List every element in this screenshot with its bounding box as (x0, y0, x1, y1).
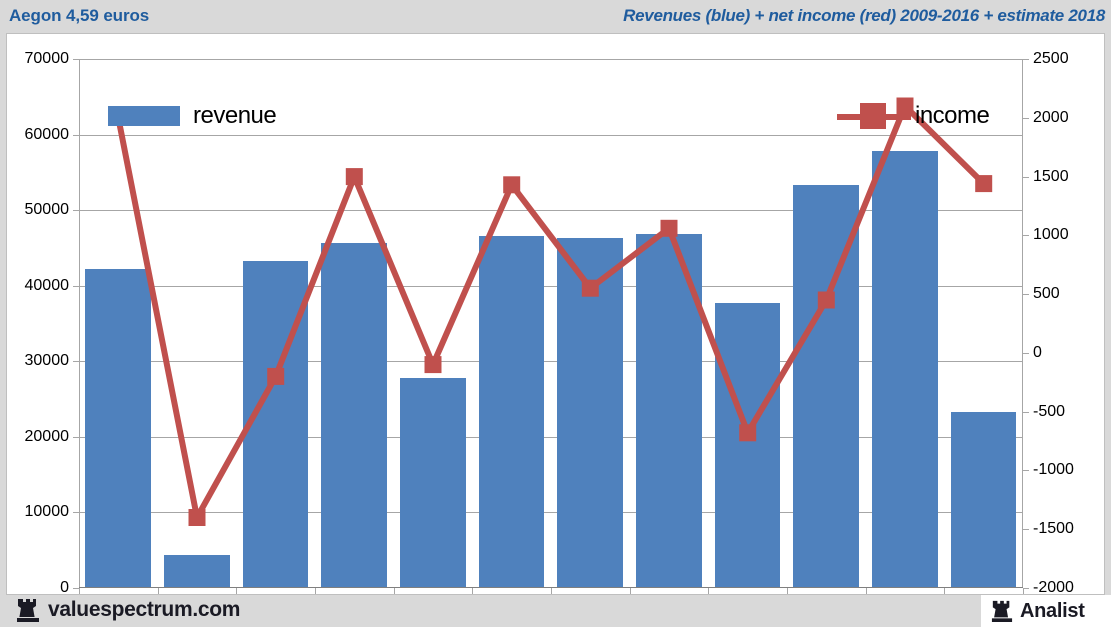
right-axis-tick (1023, 235, 1029, 237)
x-axis-tick (472, 588, 474, 594)
revenue-bar (242, 260, 309, 587)
right-axis-tick (1023, 352, 1029, 354)
x-axis-tick (236, 588, 238, 594)
legend-income-label: income (915, 102, 990, 129)
left-axis-tick-label: 30000 (24, 352, 70, 370)
plot-frame (79, 59, 1023, 588)
revenue-bar (950, 412, 1017, 587)
legend-revenue-swatch (108, 106, 180, 126)
chess-rook-icon (991, 600, 1013, 622)
left-axis-tick-label: 50000 (24, 201, 70, 219)
chart-subtitle: Revenues (blue) + net income (red) 2009-… (623, 6, 1105, 25)
right-axis-line (1022, 59, 1023, 588)
left-axis-tick (73, 588, 79, 589)
revenue-bar (400, 378, 466, 587)
left-axis-tick (73, 512, 79, 514)
revenue-bar (872, 150, 938, 587)
left-axis-tick-label: 70000 (24, 50, 70, 67)
site-branding[interactable]: valuespectrum.com (16, 597, 240, 623)
right-axis-tick-label: -2000 (1033, 579, 1074, 596)
x-axis-tick (79, 588, 80, 594)
x-axis-tick (708, 588, 710, 594)
left-axis-tick (73, 134, 79, 136)
legend-income-marker (837, 103, 911, 129)
gridline (79, 134, 1023, 136)
x-axis-tick (315, 588, 316, 594)
left-axis-line (79, 59, 80, 588)
left-axis-tick-label: 40000 (24, 276, 70, 294)
right-axis-tick-label: 0 (1033, 343, 1042, 361)
left-axis-tick-label: 20000 (24, 427, 70, 445)
left-axis-tick (73, 361, 79, 363)
right-axis-tick-label: 2500 (1033, 50, 1069, 67)
x-axis-tick (551, 588, 552, 594)
brand-label: Analist (1020, 599, 1085, 622)
right-axis-tick (1023, 176, 1029, 178)
left-axis-tick (73, 436, 79, 438)
x-axis-tick (157, 588, 159, 594)
x-axis-tick (865, 588, 867, 594)
left-axis-tick-label: 10000 (24, 503, 70, 521)
revenue-bar (478, 235, 545, 587)
right-axis-tick (1023, 411, 1029, 413)
revenue-bar (557, 237, 624, 587)
revenue-bar (85, 268, 152, 587)
legend-income: income (837, 102, 990, 130)
revenue-bar (793, 184, 860, 587)
site-name: valuespectrum.com (48, 598, 241, 621)
x-axis-tick (1023, 588, 1024, 594)
revenue-bar (714, 302, 781, 587)
footer-bar: valuespectrum.com Analist (0, 595, 1111, 627)
right-axis-tick-label: -1500 (1033, 520, 1074, 538)
chart-canvas: 0 10000 20000 30000 40000 50000 60000 70000 -20… (6, 33, 1105, 616)
revenue-bar (321, 243, 388, 587)
left-axis-tick-label: 0 (60, 579, 69, 596)
revenue-bar (636, 234, 702, 587)
left-axis-tick (73, 285, 79, 287)
x-axis-tick (393, 588, 395, 594)
right-axis-tick-label: 1500 (1033, 167, 1069, 185)
left-axis-tick-label: 60000 (24, 125, 70, 143)
x-axis-tick (944, 588, 946, 594)
right-axis-tick-label: 2000 (1033, 108, 1069, 126)
left-axis-tick (73, 210, 79, 212)
revenue-bar (164, 555, 230, 587)
right-axis-tick-label: 500 (1033, 285, 1060, 303)
plot-area: 0 10000 20000 30000 40000 50000 60000 70000 -20… (25, 50, 1074, 616)
chess-rook-icon (17, 599, 39, 622)
gridline (79, 59, 1023, 60)
legend-revenue: revenue (108, 102, 277, 130)
right-axis-tick (1023, 529, 1029, 531)
right-axis-tick-label: -500 (1033, 402, 1066, 420)
right-axis-tick (1023, 588, 1029, 589)
legend-revenue-label: revenue (193, 102, 277, 129)
right-axis-tick-label: 1000 (1033, 226, 1069, 244)
analist-branding[interactable]: Analist (981, 595, 1111, 627)
left-axis-tick (73, 59, 79, 60)
page-title: Aegon 4,59 euros (9, 6, 150, 25)
header-bar: Aegon 4,59 euros Revenues (blue) + net i… (0, 0, 1111, 33)
x-axis-tick (629, 588, 631, 594)
right-axis-tick (1023, 470, 1029, 472)
right-axis-tick (1023, 117, 1029, 119)
right-axis-tick (1023, 294, 1029, 296)
x-axis-line (79, 587, 1023, 588)
right-axis-tick-label: -1000 (1033, 461, 1074, 479)
right-axis-tick (1023, 59, 1029, 60)
x-axis-tick (787, 588, 788, 594)
